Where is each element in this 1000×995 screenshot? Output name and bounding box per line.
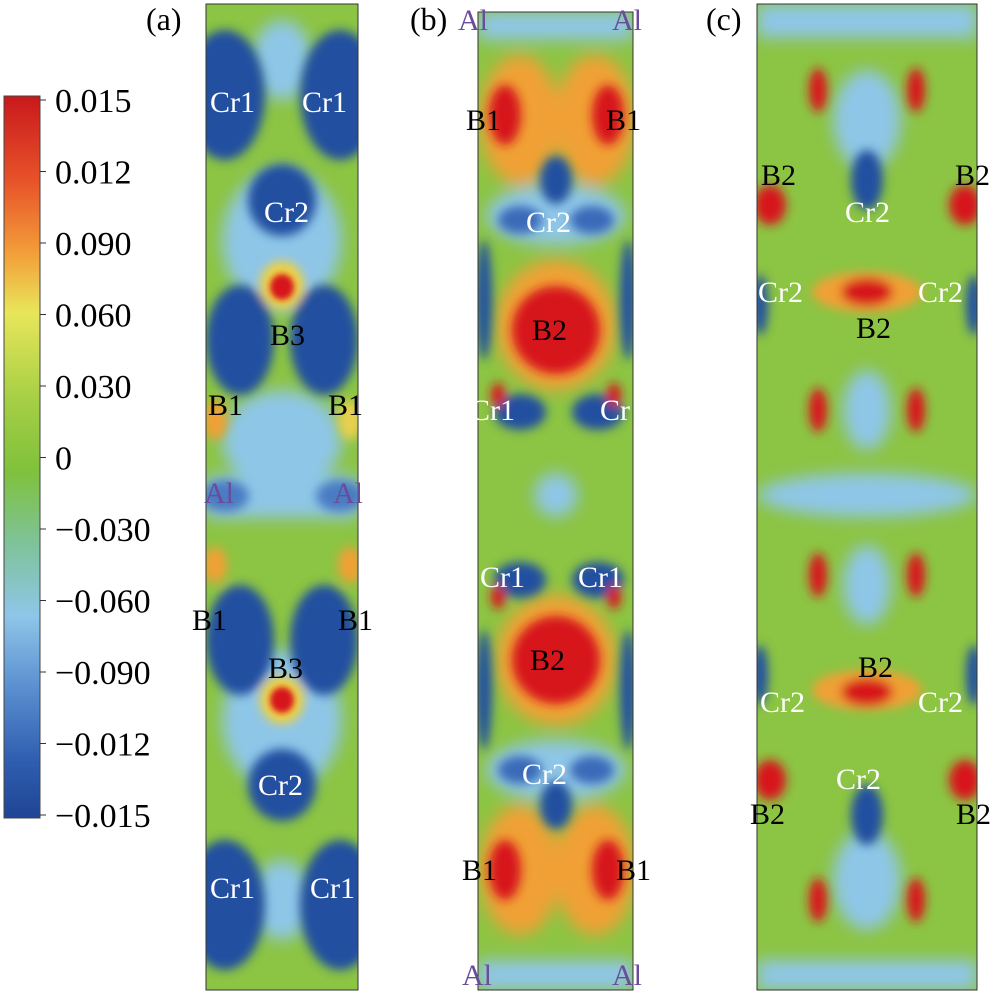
atom-label-c: Cr2 xyxy=(836,763,881,796)
panel-b-label: (b) xyxy=(410,1,447,37)
atom-label-a: B1 xyxy=(192,604,227,637)
colorbar-tick-label: 0 xyxy=(55,441,72,478)
atom-label-b: Cr1 xyxy=(480,561,525,594)
panel-c-map xyxy=(757,4,977,990)
atom-label-b: Cr1 xyxy=(470,394,515,427)
atom-label-b: Al xyxy=(458,4,488,37)
colorbar-tick-label: 0.015 xyxy=(55,83,132,120)
atom-label-b: B1 xyxy=(606,104,641,137)
colorbar-tick-label: −0.090 xyxy=(55,655,151,692)
atom-label-c: B2 xyxy=(761,159,796,192)
atom-label-a: B3 xyxy=(270,319,305,352)
atom-label-b: B1 xyxy=(462,854,497,887)
colorbar-tick-label: −0.030 xyxy=(55,512,151,549)
colorbar-tick-label: 0.090 xyxy=(55,226,132,263)
atom-label-b: Cr2 xyxy=(522,758,567,791)
atom-label-c: Cr2 xyxy=(845,196,890,229)
atom-label-b: Cr1 xyxy=(578,561,623,594)
atom-label-b: B2 xyxy=(532,314,567,347)
atom-label-b: Al xyxy=(612,959,642,992)
colorbar-scale xyxy=(3,95,41,819)
atom-label-b: Al xyxy=(612,4,642,37)
atom-label-c: Cr2 xyxy=(758,276,803,309)
panel-a: (a) xyxy=(146,1,359,991)
atom-label-a: B1 xyxy=(338,604,373,637)
colorbar-tick-label: 0.012 xyxy=(55,155,132,192)
panel-b-map xyxy=(478,12,633,990)
colorbar-tick-label: −0.012 xyxy=(55,727,151,764)
atom-label-a: Cr1 xyxy=(310,872,355,905)
atom-label-a: Al xyxy=(204,477,234,510)
atom-label-c: Cr2 xyxy=(918,276,963,309)
panel-c: (c) xyxy=(706,1,978,991)
colorbar-tick-label: −0.015 xyxy=(55,798,151,835)
panel-c-label: (c) xyxy=(706,1,742,37)
panel-b-frame xyxy=(477,11,634,991)
atom-label-a: B3 xyxy=(268,652,303,685)
colorbar: 0.015 0.012 0.090 0.060 0.030 0 −0.030 −0.060 −0… xyxy=(3,83,151,835)
colorbar-ticks: 0.015 0.012 0.090 0.060 0.030 0 −0.030 −0.060 −0… xyxy=(40,83,151,835)
atom-label-c: B2 xyxy=(858,651,893,684)
atom-label-c: Cr2 xyxy=(760,686,805,719)
atom-label-a: Cr1 xyxy=(302,86,347,119)
colorbar-tick-label: 0.030 xyxy=(55,369,132,406)
panel-c-frame xyxy=(756,3,978,991)
panel-a-label: (a) xyxy=(146,1,182,37)
atom-label-b: Al xyxy=(462,959,492,992)
atom-label-a: Cr1 xyxy=(210,872,255,905)
atom-label-c: B2 xyxy=(750,798,785,831)
atom-label-a: Cr1 xyxy=(210,86,255,119)
atom-label-a: B1 xyxy=(328,389,363,422)
atom-label-b: B2 xyxy=(530,644,565,677)
atom-label-c: B2 xyxy=(956,798,991,831)
atom-label-c: B2 xyxy=(955,159,990,192)
panel-a-map xyxy=(206,4,358,990)
atom-label-c: B2 xyxy=(856,312,891,345)
colorbar-tick-label: 0.060 xyxy=(55,298,132,335)
atom-label-a: Cr2 xyxy=(258,769,303,802)
atom-label-b: B1 xyxy=(616,854,651,887)
panel-b: (b) xyxy=(410,1,634,991)
atom-label-a: Al xyxy=(333,477,363,510)
atom-label-c: Cr2 xyxy=(918,686,963,719)
colorbar-tick-label: −0.060 xyxy=(55,584,151,621)
atom-label-b: B1 xyxy=(466,104,501,137)
panel-a-frame xyxy=(205,3,359,991)
atom-label-a: Cr2 xyxy=(264,196,309,229)
atom-labels: Cr1 Cr1 Cr2 B3 B1 B1 Al Al B1 B1 B3 Cr2 Cr1 Cr1 Al Al B1… xyxy=(192,4,991,992)
atom-label-b: Cr2 xyxy=(526,206,571,239)
atom-label-a: B1 xyxy=(208,389,243,422)
atom-label-b: Cr xyxy=(600,394,630,427)
